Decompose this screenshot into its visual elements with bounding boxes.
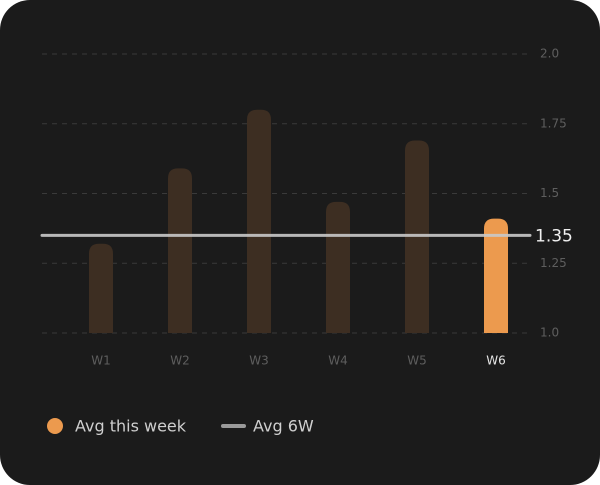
x-tick-label: W5 xyxy=(407,354,427,368)
x-tick-label: W6 xyxy=(486,354,506,368)
y-tick-label: 1.75 xyxy=(540,116,567,130)
y-tick-label: 1.5 xyxy=(540,186,559,200)
x-tick-label: W2 xyxy=(170,354,190,368)
x-tick-label: W3 xyxy=(249,354,269,368)
legend-label: Avg 6W xyxy=(253,417,314,436)
bar xyxy=(168,168,192,333)
legend-label: Avg this week xyxy=(75,417,187,436)
x-tick-label: W1 xyxy=(91,354,111,368)
y-tick-label: 1.25 xyxy=(540,256,567,270)
x-tick-label: W4 xyxy=(328,354,348,368)
average-label: 1.35 xyxy=(535,226,573,246)
legend-dot xyxy=(47,418,63,434)
bar xyxy=(89,243,113,333)
y-tick-label: 1.0 xyxy=(540,326,559,340)
bar xyxy=(484,218,508,333)
bar xyxy=(326,201,350,333)
y-tick-label: 2.0 xyxy=(540,47,559,61)
bar xyxy=(247,109,271,333)
